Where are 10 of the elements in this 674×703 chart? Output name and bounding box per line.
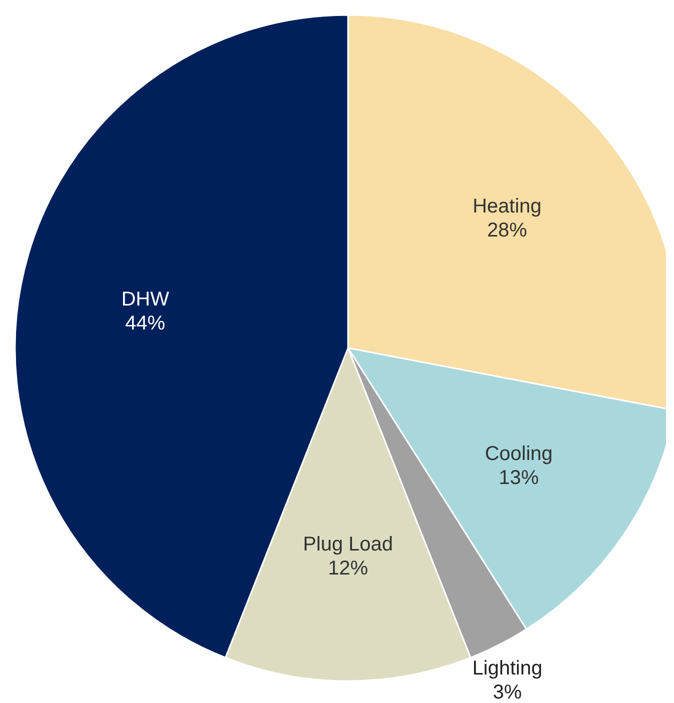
data-label: 13%	[498, 467, 539, 490]
slice-label: DHW	[121, 288, 170, 310]
data-label: 28%	[487, 219, 528, 242]
slice-label: Lighting	[472, 658, 542, 680]
slice-label: Plug Load	[302, 533, 394, 556]
data-label: 44%	[125, 312, 166, 334]
data-label: 3%	[492, 682, 522, 703]
data-label: 12%	[328, 557, 368, 580]
slice-label: Heating	[472, 195, 542, 218]
slice-label: Cooling	[484, 443, 553, 466]
